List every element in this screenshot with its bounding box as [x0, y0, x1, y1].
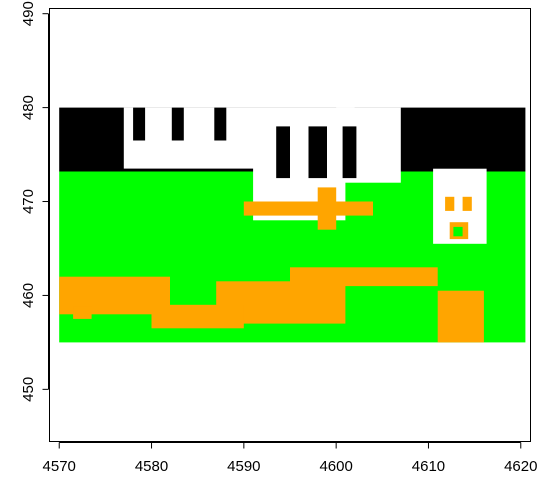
- raster-region-23: [462, 196, 472, 211]
- x-tick-label: 4620: [504, 458, 537, 475]
- plot-frame: [49, 8, 531, 442]
- x-axis: 4570 4580 4590 4600 4610 4620: [43, 442, 537, 475]
- x-tick-label: 4580: [135, 458, 168, 475]
- raster-region-22: [445, 196, 455, 211]
- raster-region-18: [437, 290, 484, 343]
- raster-region-25: [453, 226, 463, 237]
- x-tick-label: 4590: [227, 458, 260, 475]
- raster-region-12: [342, 126, 357, 179]
- raster-region-20: [73, 306, 92, 319]
- raster-region-17: [151, 304, 244, 329]
- y-tick-label: 450: [20, 377, 37, 402]
- y-axis: 450 460 470 480 490: [20, 1, 49, 402]
- raster-region-7: [133, 107, 146, 141]
- raster-region-14: [243, 201, 373, 216]
- raster-region-19: [290, 267, 438, 287]
- y-tick-label: 480: [20, 95, 37, 120]
- x-tick-label: 4610: [412, 458, 445, 475]
- raster-region-9: [214, 107, 227, 141]
- y-tick-label: 460: [20, 283, 37, 308]
- raster-region-8: [171, 107, 184, 141]
- y-tick-label: 470: [20, 189, 37, 214]
- x-tick-label: 4570: [43, 458, 76, 475]
- y-tick-label: 490: [20, 1, 37, 26]
- raster-region-10: [276, 126, 290, 179]
- raster-region-21: [63, 295, 78, 301]
- raster-layer: [59, 107, 526, 343]
- x-tick-label: 4600: [319, 458, 352, 475]
- raster-region-11: [308, 126, 327, 179]
